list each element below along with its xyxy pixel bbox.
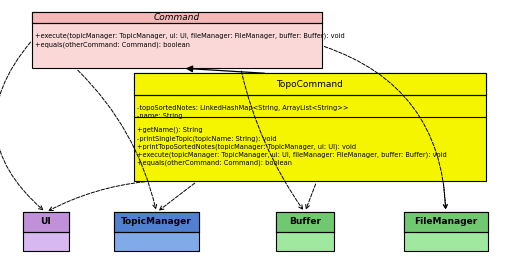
Text: Buffer: Buffer (289, 217, 321, 226)
Text: +printTopoSortedNotes(topicManager: TopicManager, ui: UI): void: +printTopoSortedNotes(topicManager: Topi… (137, 143, 356, 150)
Text: +execute(topicManager: TopicManager, ui: UI, fileManager: FileManager, buffer: B: +execute(topicManager: TopicManager, ui:… (137, 152, 446, 158)
Bar (23, 212, 69, 232)
Text: +getName(): String: +getName(): String (137, 127, 202, 133)
Text: +equals(otherCommand: Command): boolean: +equals(otherCommand: Command): boolean (35, 41, 190, 48)
Bar (114, 212, 199, 251)
Text: TopoCommand: TopoCommand (276, 80, 343, 89)
Bar (23, 212, 69, 251)
Bar (403, 212, 488, 251)
Text: UI: UI (40, 217, 51, 226)
Bar (32, 12, 322, 23)
Text: TopicManager: TopicManager (121, 217, 192, 226)
Text: FileManager: FileManager (414, 217, 477, 226)
Bar (32, 12, 322, 68)
Bar (134, 73, 485, 95)
Text: +equals(otherCommand: Command): boolean: +equals(otherCommand: Command): boolean (137, 160, 291, 166)
Bar (134, 73, 485, 181)
Bar (276, 212, 334, 251)
Bar (276, 212, 334, 232)
Text: Command: Command (154, 13, 200, 22)
Text: -printSingleTopic(topicName: String): void: -printSingleTopic(topicName: String): vo… (137, 135, 276, 142)
Text: -name: String: -name: String (137, 113, 182, 119)
Bar (114, 212, 199, 232)
Text: -topoSortedNotes: LinkedHashMap<String, ArrayList<String>>: -topoSortedNotes: LinkedHashMap<String, … (137, 105, 348, 111)
Text: +execute(topicManager: TopicManager, ui: UI, fileManager: FileManager, buffer: B: +execute(topicManager: TopicManager, ui:… (35, 33, 345, 39)
Bar (403, 212, 488, 232)
